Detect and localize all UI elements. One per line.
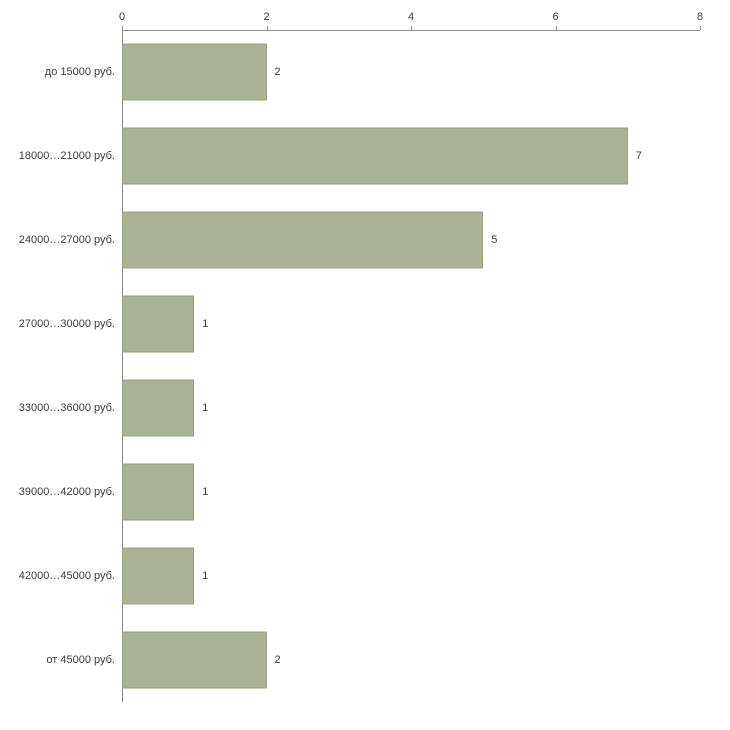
bar-row: 33000…36000 руб. 1 <box>19 366 700 450</box>
category-label: до 15000 руб. <box>44 66 115 78</box>
value-label: 2 <box>274 66 281 78</box>
bar-row: 24000…27000 руб. 5 <box>19 198 700 282</box>
bar <box>122 211 484 269</box>
plot-area: 0 2 4 6 8 до 15000 руб. 2 18000…21000 руб. 7 240… <box>19 11 703 702</box>
x-tick-label: 6 <box>552 11 559 23</box>
bar <box>122 127 628 185</box>
category-label: 33000…36000 руб. <box>18 402 115 414</box>
x-tick-mark <box>411 26 412 30</box>
bar-row: 27000…30000 руб. 1 <box>19 282 700 366</box>
value-label: 7 <box>635 150 642 162</box>
bar-rows: до 15000 руб. 2 18000…21000 руб. 7 24000…270… <box>19 30 700 702</box>
bar <box>122 547 195 605</box>
category-label: 27000…30000 руб. <box>18 318 115 330</box>
x-tick-label: 8 <box>696 11 704 23</box>
x-tick-label: 4 <box>407 11 415 23</box>
x-tick-mark <box>266 26 268 30</box>
bar-row: 39000…42000 руб. 1 <box>19 450 700 534</box>
x-tick-mark <box>555 26 557 30</box>
bar <box>122 379 195 437</box>
bar-row: 42000…45000 руб. 1 <box>19 534 700 618</box>
category-label: от 45000 руб. <box>46 654 115 666</box>
bar-row: 18000…21000 руб. 7 <box>19 114 700 198</box>
y-axis <box>122 30 123 702</box>
category-label: 24000…27000 руб. <box>18 234 115 246</box>
x-tick-label: 2 <box>263 11 270 23</box>
x-axis <box>122 30 700 31</box>
bar-row: от 45000 руб. 2 <box>46 618 700 702</box>
x-tick-mark <box>700 26 701 30</box>
value-label: 1 <box>202 486 209 498</box>
category-label: 39000…42000 руб. <box>18 486 115 498</box>
category-label: 42000…45000 руб. <box>18 570 115 582</box>
x-tick-mark <box>122 26 123 30</box>
x-tick-label: 0 <box>118 11 126 23</box>
value-label: 5 <box>491 234 498 246</box>
bar <box>122 295 195 353</box>
value-label: 2 <box>274 654 281 666</box>
bar <box>122 43 267 101</box>
category-label: 18000…21000 руб. <box>18 150 115 162</box>
value-label: 1 <box>202 402 209 414</box>
value-label: 1 <box>202 570 209 582</box>
bar <box>122 631 267 689</box>
bar-row: до 15000 руб. 2 <box>45 30 700 114</box>
bar <box>122 463 195 521</box>
value-label: 1 <box>202 318 209 330</box>
